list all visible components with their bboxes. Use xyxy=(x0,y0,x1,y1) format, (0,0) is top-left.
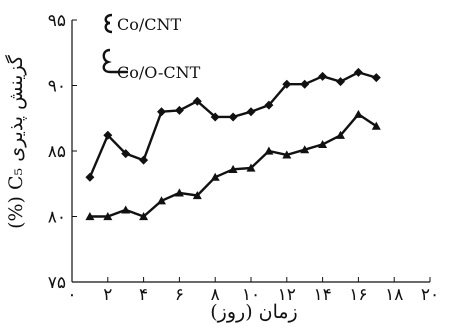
x-axis-label: زمان (روز) xyxy=(210,301,298,323)
data-point xyxy=(228,164,238,173)
x-tick-label: ۲۰ xyxy=(421,285,439,305)
data-point xyxy=(210,172,220,181)
data-point xyxy=(264,146,274,155)
legend: Co/CNT Co/O-CNT xyxy=(102,13,201,82)
y-axis-label: گزینش پذیری C₅ (%) xyxy=(4,54,27,229)
data-point xyxy=(318,71,328,81)
legend-mark-co-cnt xyxy=(104,13,113,34)
y-tick-label: ۹۰ xyxy=(48,77,66,97)
legend-label-co-o-cnt: Co/O-CNT xyxy=(117,63,201,82)
data-point xyxy=(210,112,220,122)
x-tick-label: ۱۴ xyxy=(313,285,331,305)
y-tick-label: ۸۰ xyxy=(48,208,66,228)
data-point xyxy=(300,145,310,154)
data-point xyxy=(174,188,184,197)
data-point xyxy=(336,130,345,139)
data-point xyxy=(121,205,131,214)
data-point xyxy=(246,163,256,172)
data-point xyxy=(300,79,310,89)
y-tick-label: ۸۵ xyxy=(48,142,66,162)
data-point xyxy=(157,196,166,205)
data-point xyxy=(228,112,238,122)
data-point xyxy=(139,155,149,165)
x-tick-label: ۸ xyxy=(211,285,220,305)
x-tick-label: ۶ xyxy=(175,285,184,305)
axes: ۰ ۲ ۴ ۶ ۸ ۱۰ ۱۲ ۱۴ ۱۶ ۱۸ ۲۰ ۷۵ ۸۰ ۸۵ ۹۰ ۹۵ xyxy=(48,11,439,305)
legend-mark-co-o-cnt xyxy=(102,48,128,74)
data-point xyxy=(282,150,292,159)
data-point xyxy=(85,212,95,221)
x-tick-label: ۴ xyxy=(139,285,148,305)
x-tick-label: ۲ xyxy=(103,285,112,305)
data-point xyxy=(371,73,381,83)
legend-label-co-cnt: Co/CNT xyxy=(117,15,182,34)
data-point xyxy=(246,107,256,117)
data-point xyxy=(282,79,292,89)
series-1 xyxy=(85,109,381,221)
x-tick-label: ۱۸ xyxy=(385,285,403,305)
x-tick-label: ۱۲ xyxy=(278,285,296,305)
data-point xyxy=(264,100,274,110)
data-point xyxy=(103,212,113,221)
data-point xyxy=(121,149,131,159)
series-0 xyxy=(85,67,381,182)
data-point xyxy=(336,77,345,87)
data-point xyxy=(192,96,202,106)
data-point xyxy=(157,107,166,117)
data-point xyxy=(318,139,328,149)
y-tick-label: ۹۵ xyxy=(48,11,66,31)
data-point xyxy=(139,212,149,221)
data-point xyxy=(353,109,363,118)
y-tick-label: ۷۵ xyxy=(48,273,66,293)
data-point xyxy=(353,67,363,77)
series-layer xyxy=(85,67,381,221)
data-point xyxy=(174,105,184,115)
series-line xyxy=(88,71,377,178)
data-point xyxy=(85,172,95,182)
data-point xyxy=(103,130,113,140)
data-point xyxy=(192,191,202,200)
x-tick-label: ۱۰ xyxy=(242,285,260,305)
data-point xyxy=(371,121,381,130)
x-tick-label: ۱۶ xyxy=(349,285,367,305)
x-tick-label: ۰ xyxy=(67,285,76,305)
